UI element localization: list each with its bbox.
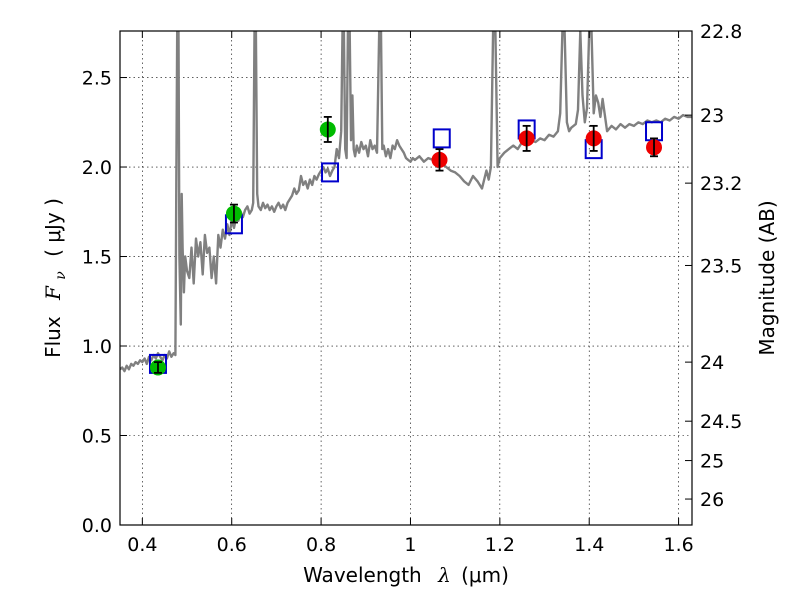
x-axis-label-text: Wavelength (303, 563, 422, 587)
x-axis-label: Wavelength λ (μm) (303, 563, 509, 587)
x-tick-label: 1 (404, 534, 416, 556)
x-tick-label: 1.6 (663, 534, 693, 556)
y-tick-label: 1.5 (82, 247, 112, 269)
y2-tick-label: 25 (700, 451, 724, 473)
model-flux-square (432, 128, 451, 149)
y-tick-label: 2.0 (82, 157, 112, 179)
plot-area (120, 31, 692, 373)
x-axis-symbol: λ (437, 563, 451, 587)
spectrum-line (120, 31, 692, 373)
y-axis-subscript: ν (53, 271, 69, 280)
y2-tick-label: 24.5 (700, 411, 742, 433)
x-axis-unit: (μm) (461, 563, 509, 587)
y2-tick-label: 24 (700, 352, 724, 374)
y-tick-label: 0.0 (82, 515, 112, 537)
x-tick-label: 1.2 (485, 534, 515, 556)
y2-axis-label: Magnitude (AB) (755, 200, 779, 355)
x-tick-label: 0.8 (306, 534, 336, 556)
y2-tick-label: 22.8 (700, 21, 742, 43)
y2-tick-label: 23 (700, 105, 724, 127)
model-flux-square (321, 162, 340, 183)
x-tick-label: 0.6 (217, 534, 247, 556)
axes: 0.4 0.6 0.8 1 1.2 1.4 1.6 0.0 0.5 1.0 1.5 2.0 2.5 22.… (82, 21, 743, 556)
plot-frame (119, 30, 693, 526)
y2-tick-label: 23.5 (700, 255, 742, 277)
x-tick-label: 0.4 (127, 534, 157, 556)
y-axis-symbol: F (41, 285, 65, 301)
y-axis-label-text: Flux (41, 316, 65, 358)
y2-tick-label: 26 (700, 489, 724, 511)
marker-layer (148, 116, 664, 376)
y2-tick-label: 23.2 (700, 173, 742, 195)
y-tick-label: 0.5 (82, 426, 112, 448)
y-axis-unit: ( μJy ) (41, 198, 65, 257)
y-axis-label: Flux F ν ( μJy ) (41, 198, 70, 358)
y-tick-label: 2.5 (82, 68, 112, 90)
y-tick-label: 1.0 (82, 336, 112, 358)
x-tick-label: 1.4 (574, 534, 604, 556)
